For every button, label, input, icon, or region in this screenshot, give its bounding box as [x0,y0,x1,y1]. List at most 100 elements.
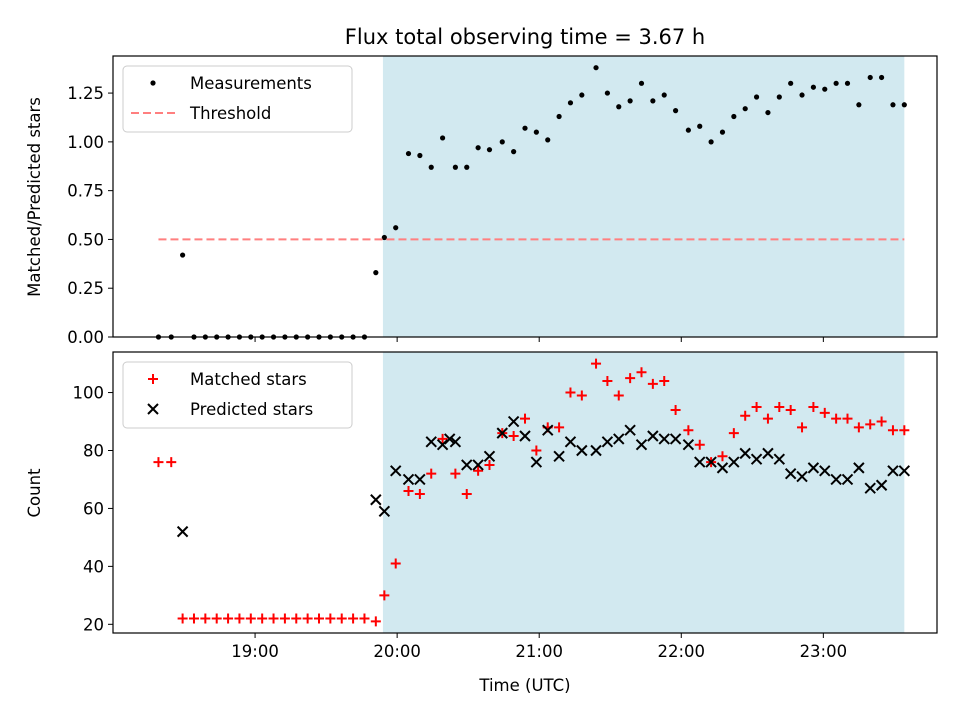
measurement-point [381,234,387,241]
measurement-point [765,109,771,116]
measurement-point [452,164,458,170]
predicted-star-point [898,465,911,477]
y-tick-label: 80 [83,441,104,460]
predicted-star-point [875,479,888,491]
matched-star-point [426,468,437,479]
matched-star-point [670,404,681,415]
matched-star-point [414,488,425,499]
measurement-point [604,90,611,96]
predicted-star-point [472,459,484,471]
legend-label: Measurements [190,74,312,93]
predicted-star-point [530,456,543,468]
x-tick-label: 19:00 [231,642,279,661]
measurement-point [799,92,805,98]
matched-star-point [694,439,705,450]
predicted-star-point [830,473,842,486]
predicted-star-point [864,482,876,494]
matched-star-point [437,433,448,444]
matched-star-point [314,613,324,624]
predicted-star-point [658,433,670,445]
y-tick-label: 60 [83,499,104,518]
predicted-star-point [461,459,473,471]
predicted-star-point [716,462,729,474]
matched-star-point [450,468,461,479]
matched-star-point [887,425,898,436]
matched-star-point [359,613,370,624]
predicted-star-point [796,470,808,483]
y-tick-label: 0.25 [67,279,104,298]
measurement-point [638,80,645,86]
legend-label: Threshold [189,104,271,123]
matched-star-point [819,407,830,418]
predicted-star-point [669,433,682,445]
y-tick-label: 1.00 [67,133,104,152]
predicted-star-point [390,465,402,477]
predicted-star-point [483,450,496,462]
matched-star-point [223,613,234,624]
predicted-star-point [564,436,577,448]
matched-star-point [177,613,188,624]
measurement-point [833,80,839,86]
x-axis-label: Time (UTC) [478,676,570,695]
matched-star-point [508,431,519,442]
predicted-star-point [728,456,740,468]
predicted-star-point [601,436,614,448]
measurement-point [464,164,470,170]
matched-star-point [565,387,576,398]
measurement-point [867,74,873,81]
measurement-point [731,113,737,120]
plot-frame [112,55,938,338]
matched-star-point [348,613,359,624]
predicted-star-point [819,465,831,477]
matched-star-point [370,616,381,627]
measurement-point [567,100,574,106]
matched-star-point [268,613,279,624]
predicted-star-point [647,430,659,442]
matched-star-point [797,422,808,433]
measurement-point [650,98,656,104]
matched-star-point [211,613,222,624]
measurement-point [672,108,679,114]
matched-star-point [659,375,670,386]
measurement-point [627,98,633,104]
predicted-star-point [507,415,520,428]
predicted-star-point [176,525,189,538]
predicted-star-point [773,453,786,465]
predicted-star-point [590,444,602,457]
predicted-star-point [762,447,774,460]
matched-star-point [576,390,587,401]
measurement-point [856,102,862,108]
legend-x-marker [147,403,159,415]
legend-dot-marker [150,80,156,86]
predicted-star-point [370,494,382,506]
measurement-point [499,139,505,145]
matched-star-point [153,457,164,468]
matched-star-point [325,613,336,624]
predicted-star-point [576,444,588,457]
top-ylabel: Matched/Predicted stars [25,97,44,297]
matched-star-point [245,613,256,624]
measurement-point [685,127,691,133]
measurement-point [901,102,907,108]
matched-star-point [379,590,390,601]
matched-star-point [717,451,728,462]
x-tick-label: 23:00 [800,642,848,661]
bottom-ylabel: Count [25,468,44,518]
matched-star-point [188,613,199,624]
predicted-star-point [443,433,456,445]
measurement-point [428,164,434,170]
x-tick-label: 22:00 [657,642,705,661]
predicted-star-point [613,433,625,445]
measurement-point [373,270,379,276]
measurement-point [511,149,517,155]
matched-star-point [484,459,495,470]
measurement-point [180,252,186,258]
matched-star-point [762,413,773,424]
measurement-point [753,94,760,100]
y-tick-label: 1.25 [67,84,104,103]
legend-box [122,65,353,133]
matched-star-point [647,378,658,389]
measurement-point [719,129,726,135]
matched-star-point [291,613,302,624]
